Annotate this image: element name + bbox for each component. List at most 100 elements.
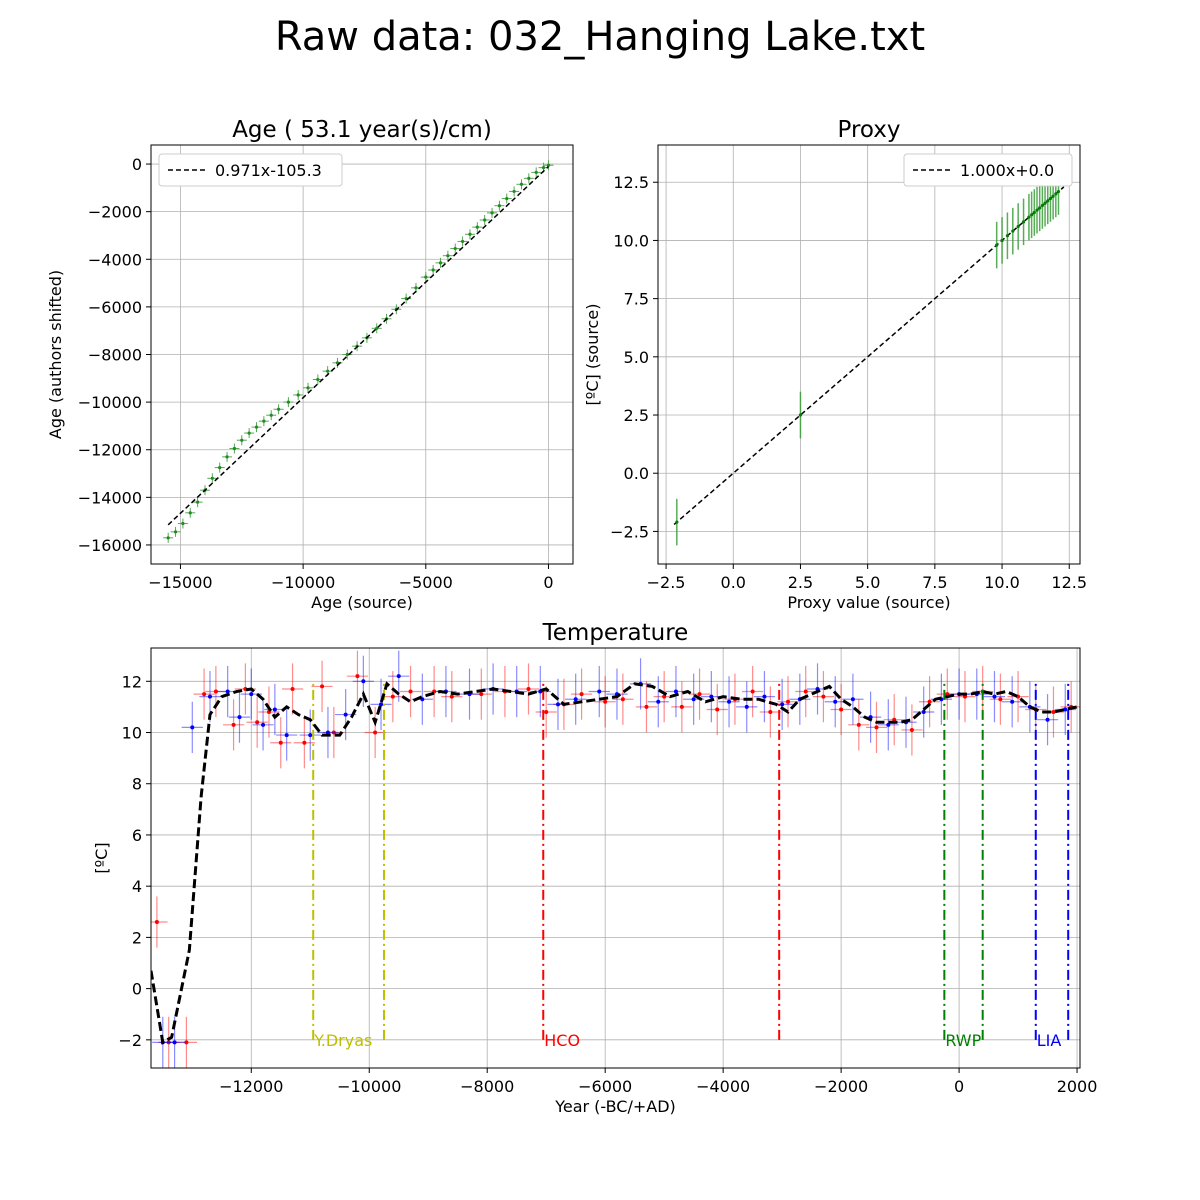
y-tick-label: 0.0	[624, 464, 649, 483]
sample-point	[821, 694, 826, 699]
data-point	[1046, 199, 1050, 203]
sample-point	[833, 699, 838, 704]
data-point	[497, 204, 501, 208]
chart-0: −15000 −10000 −5000 0 0 −2000 −4000 −6000 −8000 −…	[46, 117, 574, 612]
y-tick-label: 6	[132, 826, 142, 845]
sample-point	[249, 692, 254, 697]
sample-point	[762, 694, 767, 699]
data-point	[527, 176, 531, 180]
legend-label: 0.971x-105.3	[215, 161, 322, 180]
y-tick-label: −16000	[78, 536, 142, 555]
sample-point	[962, 694, 967, 699]
sample-point	[691, 697, 696, 702]
data-point	[316, 377, 320, 382]
sample-point	[396, 674, 401, 679]
sample-point	[202, 692, 207, 697]
data-point	[446, 254, 450, 258]
sample-point	[597, 689, 602, 694]
sample-point	[750, 689, 755, 694]
y-tick-label: 2.5	[624, 406, 649, 425]
sample-point	[697, 692, 702, 697]
data-point	[262, 419, 266, 423]
sample-point	[579, 692, 584, 697]
data-point	[505, 196, 509, 201]
data-point	[286, 400, 290, 404]
data-point	[1043, 201, 1047, 205]
data-point	[375, 326, 379, 330]
data-point	[1021, 220, 1026, 224]
sample-point	[573, 697, 578, 702]
sample-point	[909, 727, 914, 732]
sample-point	[679, 704, 684, 709]
y-axis-label: Age (authors shifted)	[46, 270, 65, 439]
sample-point	[225, 689, 230, 694]
sample-point	[603, 699, 608, 704]
data-point	[1056, 189, 1061, 194]
sample-point	[261, 722, 266, 727]
data-point	[438, 261, 443, 265]
y-tick-label: −2.5	[610, 522, 649, 541]
data-point	[534, 170, 538, 174]
data-point	[196, 500, 200, 504]
x-tick-label: −2.5	[647, 573, 686, 592]
x-tick-label: −8000	[460, 1077, 514, 1096]
sample-point	[662, 694, 667, 699]
sample-point	[921, 710, 926, 715]
sample-point	[302, 740, 307, 745]
sample-point	[213, 689, 218, 694]
period-label: HCO	[544, 1031, 580, 1050]
y-axis-label: [ºC]	[92, 842, 111, 873]
sample-point	[207, 694, 212, 699]
data-point	[460, 239, 465, 244]
sample-point	[231, 722, 236, 727]
x-tick-label: −15000	[148, 573, 212, 592]
data-point	[995, 243, 999, 247]
chart-2: −12000 −10000 −8000 −6000 −4000 −2000 0 2000 −2 0…	[92, 620, 1097, 1116]
sample-point	[927, 699, 932, 704]
data-point	[225, 455, 229, 459]
sample-point	[892, 717, 897, 722]
sample-point	[744, 704, 749, 709]
plot-frame	[150, 647, 1081, 1069]
x-tick-label: −4000	[696, 1077, 750, 1096]
y-tick-label: −10000	[78, 393, 142, 412]
sample-point	[1010, 699, 1015, 704]
data-point	[210, 476, 214, 480]
y-axis-label: [ºC] (source)	[583, 304, 602, 406]
sample-point	[544, 710, 549, 715]
sample-point	[284, 733, 289, 738]
sample-point	[479, 692, 484, 697]
sample-point	[1045, 717, 1050, 722]
sample-point	[727, 699, 732, 704]
data-point	[414, 286, 418, 290]
legend-box	[903, 153, 1073, 187]
sample-point	[1051, 710, 1056, 715]
data-point	[306, 386, 310, 390]
sample-point	[709, 694, 714, 699]
sample-point	[526, 686, 531, 691]
period-label: RWP	[945, 1031, 981, 1050]
data-point	[1027, 215, 1031, 219]
sample-point	[449, 694, 454, 699]
sample-point	[1063, 707, 1068, 712]
x-tick-label: 7.5	[922, 573, 947, 592]
sample-point	[361, 679, 366, 684]
chart-title: Proxy	[837, 117, 900, 143]
sample-point	[184, 1040, 189, 1045]
x-tick-label: −5000	[399, 573, 453, 592]
x-tick-label: 0	[954, 1077, 964, 1096]
sample-point	[874, 725, 879, 730]
y-tick-label: −2	[118, 1031, 142, 1050]
data-point	[468, 232, 472, 236]
sample-point	[255, 720, 260, 725]
x-tick-label: 12.5	[1051, 573, 1087, 592]
x-tick-label: −10000	[337, 1077, 401, 1096]
sample-point	[390, 694, 395, 699]
data-point	[1035, 208, 1039, 212]
x-tick-label: 0	[543, 573, 553, 592]
data-point	[1000, 238, 1004, 243]
sample-point	[555, 702, 560, 707]
data-point	[475, 225, 479, 229]
x-tick-label: −2000	[814, 1077, 868, 1096]
